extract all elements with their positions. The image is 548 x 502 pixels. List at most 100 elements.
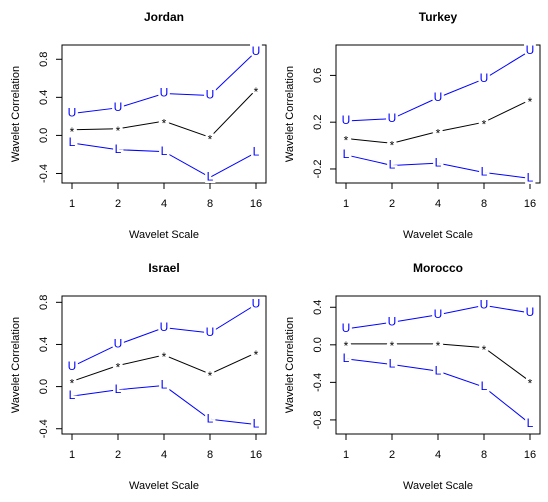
point-marker: * [162, 116, 167, 130]
y-tick-label: 0.8 [38, 295, 50, 310]
point-marker: L [527, 170, 534, 184]
point-marker: L [69, 388, 76, 402]
x-tick-label: 1 [343, 449, 349, 461]
panel: Turkey Wavelet Scale Wavelet Correlation -0… [284, 10, 541, 241]
point-marker: U [206, 88, 215, 102]
point-marker: L [115, 142, 122, 156]
point-marker: U [252, 297, 261, 311]
x-tick-label: 8 [207, 449, 213, 461]
series-line [345, 304, 531, 330]
point-marker: * [344, 339, 349, 353]
series-line [71, 352, 257, 382]
x-tick-label: 16 [250, 449, 262, 461]
point-marker: U [68, 106, 77, 120]
x-tick-label: 4 [435, 449, 441, 461]
point-marker: * [116, 361, 121, 375]
x-tick-label: 1 [69, 449, 75, 461]
y-tick-label: 0.0 [38, 128, 50, 143]
point-marker: U [526, 43, 535, 57]
point-marker: L [253, 145, 260, 159]
point-marker: L [161, 378, 168, 392]
series-line [345, 154, 531, 179]
point-marker: * [482, 343, 487, 357]
point-marker: * [528, 377, 533, 391]
x-axis-label: Wavelet Scale [129, 480, 199, 492]
point-marker: * [436, 127, 441, 141]
point-marker: L [161, 144, 168, 158]
x-tick-label: 2 [389, 449, 395, 461]
point-marker: U [206, 325, 215, 339]
x-axis-label: Wavelet Scale [129, 229, 199, 241]
point-marker: U [342, 113, 351, 127]
point-marker: * [254, 85, 259, 99]
point-marker: * [70, 125, 75, 139]
point-marker: U [114, 100, 123, 114]
series-line [71, 142, 257, 178]
point-marker: * [208, 132, 213, 146]
x-axis-label: Wavelet Scale [403, 480, 473, 492]
series-line [71, 51, 257, 115]
point-marker: L [207, 411, 214, 425]
x-tick-label: 16 [524, 198, 536, 210]
y-tick-label: -0.4 [38, 164, 50, 183]
point-marker: L [115, 382, 122, 396]
y-tick-label: 0.4 [38, 337, 50, 352]
y-tick-label: 0.6 [312, 68, 324, 83]
y-tick-label: 0.0 [312, 337, 324, 352]
point-marker: * [70, 377, 75, 391]
point-marker: U [388, 314, 397, 328]
point-marker: * [482, 117, 487, 131]
point-marker: U [434, 90, 443, 104]
point-marker: * [528, 95, 533, 109]
x-tick-label: 1 [69, 198, 75, 210]
series-line [345, 358, 531, 425]
x-tick-label: 2 [115, 198, 121, 210]
point-marker: U [388, 111, 397, 125]
point-marker: L [343, 351, 350, 365]
series-line [345, 50, 531, 122]
y-tick-label: -0.4 [312, 373, 324, 392]
point-marker: L [253, 417, 260, 431]
y-tick-label: 0.2 [312, 115, 324, 130]
point-marker: L [527, 416, 534, 430]
plot-box [61, 44, 267, 184]
x-tick-label: 4 [161, 449, 167, 461]
series-line [345, 99, 531, 144]
y-axis-label: Wavelet Correlation [284, 317, 296, 413]
point-marker: U [252, 44, 261, 58]
panel: Israel Wavelet Scale Wavelet Correlation -0… [10, 261, 267, 492]
point-marker: * [390, 339, 395, 353]
series-line [346, 343, 531, 382]
panel-title: Turkey [419, 10, 458, 24]
x-tick-label: 8 [207, 198, 213, 210]
point-marker: U [526, 305, 535, 319]
point-marker: U [342, 321, 351, 335]
y-tick-label: -0.8 [312, 410, 324, 429]
point-marker: L [207, 169, 214, 183]
y-tick-label: 0.8 [38, 52, 50, 67]
panel: Jordan Wavelet Scale Wavelet Correlation -0… [10, 10, 267, 241]
y-axis-label: Wavelet Correlation [10, 317, 22, 413]
y-tick-label: 0.0 [38, 379, 50, 394]
panel-title: Israel [148, 261, 179, 275]
point-marker: * [162, 350, 167, 364]
x-tick-label: 16 [524, 449, 536, 461]
point-marker: U [434, 307, 443, 321]
series-line [71, 89, 257, 138]
y-axis-label: Wavelet Correlation [284, 66, 296, 162]
x-tick-label: 2 [115, 449, 121, 461]
x-tick-label: 4 [435, 198, 441, 210]
x-tick-label: 16 [250, 198, 262, 210]
y-tick-label: -0.4 [38, 419, 50, 438]
point-marker: * [254, 348, 259, 362]
point-marker: L [389, 158, 396, 172]
point-marker: L [435, 155, 442, 169]
x-tick-label: 4 [161, 198, 167, 210]
y-tick-label: 0.4 [312, 300, 324, 315]
point-marker: U [480, 71, 489, 85]
series-line [71, 385, 257, 426]
y-tick-label: -0.2 [312, 159, 324, 178]
point-marker: L [389, 357, 396, 371]
point-marker: * [116, 124, 121, 138]
